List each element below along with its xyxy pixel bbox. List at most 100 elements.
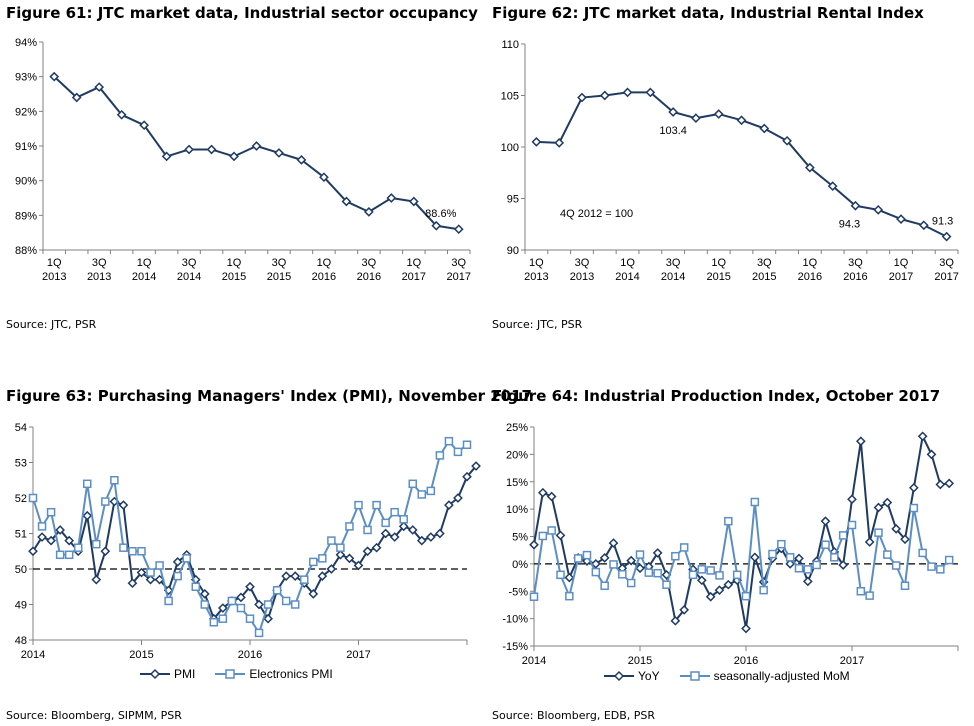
data-point-diamond: [736, 115, 747, 126]
data-point-diamond: [46, 535, 56, 546]
data-point-square: [164, 596, 173, 606]
data-point-diamond: [290, 571, 301, 581]
chart-note: 4Q 2012 = 100: [560, 208, 633, 220]
data-point-square: [626, 578, 636, 588]
y-tick-label: 100: [501, 142, 519, 154]
data-point-diamond: [668, 107, 678, 117]
x-tick-label: 3Q: [272, 257, 287, 269]
data-point-diamond: [926, 449, 937, 460]
data-point-diamond: [453, 493, 463, 503]
data-point-square: [272, 586, 282, 595]
data-point-diamond: [917, 431, 928, 442]
data-point-diamond: [64, 535, 75, 546]
data-point-diamond: [371, 542, 382, 553]
data-point-diamond: [820, 516, 831, 527]
data-point-square: [245, 614, 255, 623]
x-tick-label: 2013: [42, 271, 66, 283]
data-point-square: [732, 570, 742, 580]
data-point-square: [345, 522, 354, 531]
figure-62-title: Figure 62: JTC market data, Industrial R…: [492, 4, 924, 22]
x-tick-label: 2015: [628, 655, 652, 667]
data-point-diamond: [608, 538, 619, 548]
y-tick-label: 88%: [15, 245, 37, 257]
data-point-diamond: [529, 539, 539, 550]
data-point-diamond: [100, 546, 111, 557]
data-point-square: [155, 561, 164, 570]
data-point-diamond: [850, 200, 861, 211]
data-point-diamond: [435, 528, 445, 539]
data-point-square: [137, 547, 146, 556]
data-point-square: [830, 553, 839, 562]
data-point-square: [856, 587, 866, 596]
data-point-diamond: [741, 623, 751, 634]
x-tick-label: 2015: [222, 271, 246, 283]
data-point-diamond: [896, 214, 906, 224]
x-tick-label: 2014: [661, 271, 685, 283]
data-point-diamond: [37, 532, 47, 542]
legend-marker-square-icon: [215, 669, 246, 679]
data-point-diamond: [531, 136, 542, 147]
x-tick-label: 1Q: [803, 257, 818, 269]
data-point-diamond: [714, 585, 725, 596]
x-tick-label: 2015: [267, 271, 291, 283]
x-tick-label: 2017: [889, 271, 913, 283]
data-point-diamond: [184, 144, 194, 155]
data-point-square: [909, 503, 919, 513]
x-tick-label: 3Q: [848, 257, 863, 269]
x-tick-label: 3Q: [451, 257, 466, 269]
data-point-square: [582, 550, 592, 560]
y-tick-label: 15%: [506, 477, 528, 489]
data-point-square: [874, 528, 883, 537]
data-point-square: [28, 493, 38, 503]
data-point-diamond: [389, 532, 400, 542]
data-point-square: [290, 600, 300, 609]
x-tick-label: 2017: [402, 271, 426, 283]
data-point-square: [73, 543, 83, 552]
data-point-square: [408, 479, 417, 489]
data-point-diamond: [590, 559, 601, 569]
data-point-square: [200, 600, 210, 609]
data-point-square: [309, 557, 318, 567]
data-point-diamond: [626, 555, 637, 566]
figure-64-source: Source: Bloomberg, EDB, PSR: [492, 709, 656, 722]
data-point-square: [821, 540, 830, 549]
data-point-diamond: [622, 87, 633, 98]
x-tick-label: 1Q: [711, 257, 726, 269]
data-point-diamond: [891, 523, 902, 534]
data-point-diamond: [759, 123, 770, 134]
figure-64-title: Figure 64: Industrial Production Index, …: [492, 387, 941, 405]
x-tick-label: 1Q: [406, 257, 421, 269]
y-tick-label: 48: [15, 635, 27, 647]
data-point-diamond: [873, 502, 884, 513]
data-point-diamond: [908, 482, 919, 493]
data-point-square: [741, 591, 751, 601]
data-point-diamond: [218, 603, 228, 613]
data-point-square: [263, 600, 273, 609]
data-label: 103.4: [659, 125, 687, 137]
data-point-square: [435, 451, 445, 460]
data-point-diamond: [344, 553, 355, 564]
data-point-square: [227, 596, 237, 606]
data-point-square: [254, 628, 264, 638]
data-point-diamond: [935, 479, 946, 490]
x-tick-label: 2013: [524, 271, 548, 283]
legend-marker-diamond-icon: [604, 670, 634, 682]
data-point-square: [453, 447, 463, 457]
data-point-diamond: [55, 525, 65, 535]
data-point-diamond: [431, 220, 442, 231]
data-point-diamond: [199, 588, 210, 599]
legend-label-electronics-pmi: Electronics PMI: [249, 667, 333, 681]
data-point-diamond: [407, 525, 418, 535]
data-point-square: [688, 570, 698, 580]
data-point-diamond: [941, 231, 952, 242]
y-tick-label: 95: [507, 194, 519, 206]
data-point-square: [110, 476, 119, 485]
data-point-diamond: [380, 528, 391, 539]
data-point-diamond: [251, 141, 262, 151]
data-point-square: [209, 618, 219, 627]
legend-item-electronics-pmi: Electronics PMI: [215, 667, 333, 681]
data-point-diamond: [118, 500, 129, 510]
data-point-diamond: [635, 563, 645, 574]
